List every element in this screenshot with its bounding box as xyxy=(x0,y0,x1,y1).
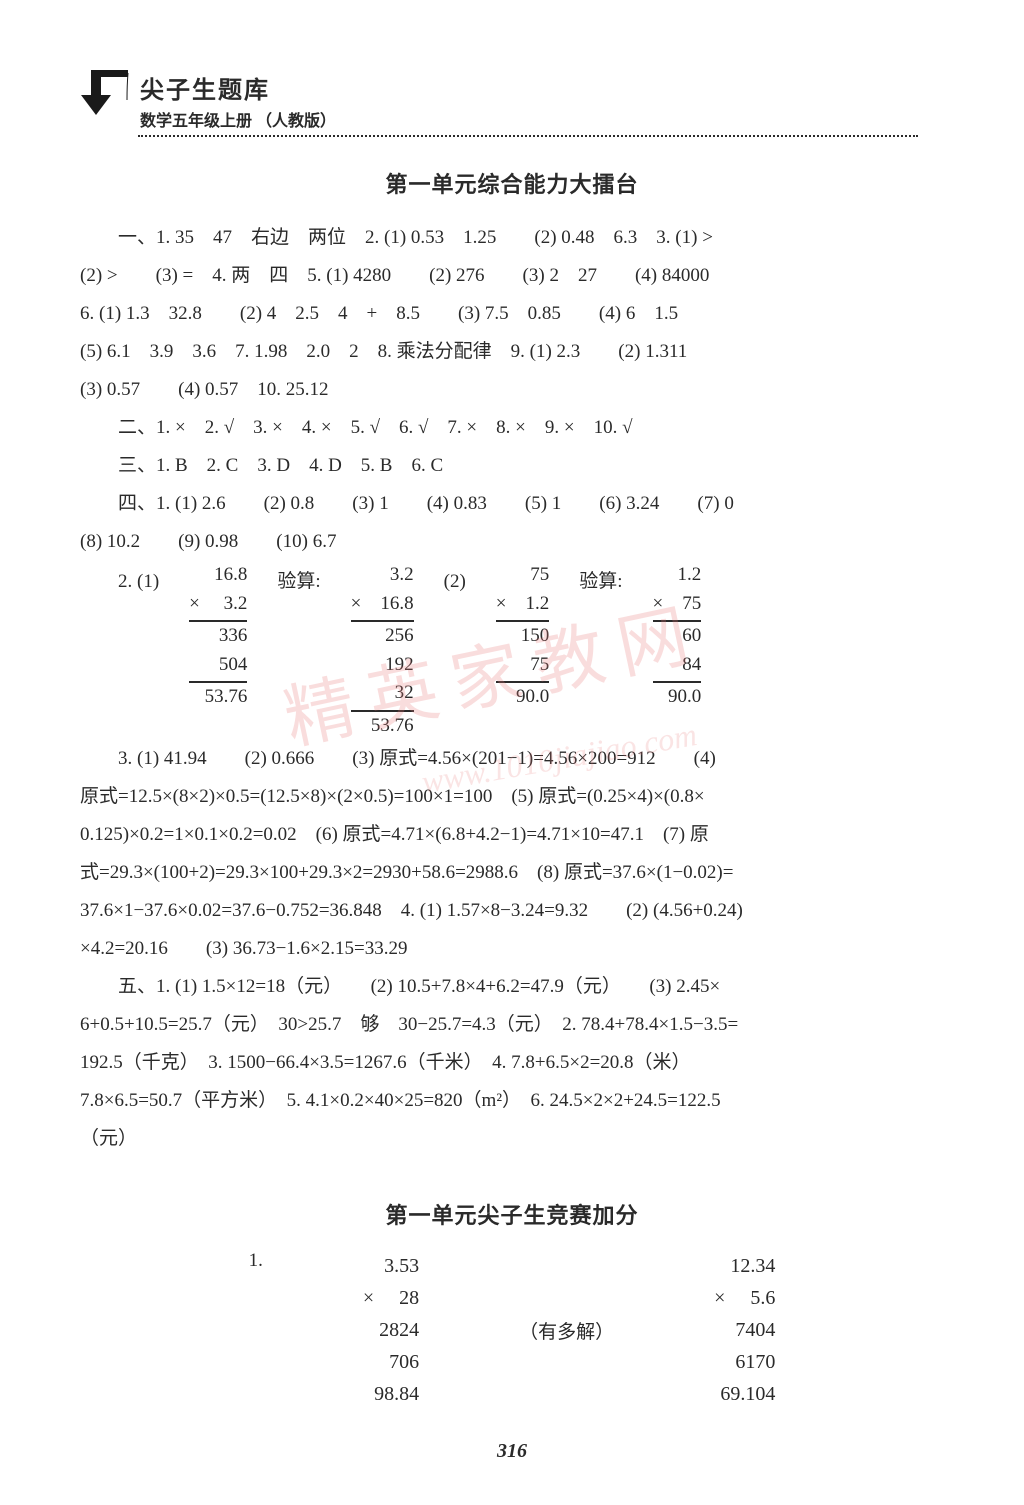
calc-row: × 3.2 xyxy=(189,590,247,623)
verify-label-2: 验算: xyxy=(579,561,622,601)
calc-row: 336 xyxy=(189,622,247,651)
calc-row: 12.34 xyxy=(714,1250,775,1282)
answer-line: (8) 10.2 (9) 0.98 (10) 6.7 xyxy=(80,523,944,561)
calc-row: 150 xyxy=(496,622,549,651)
calc-row: 75 xyxy=(496,561,549,590)
verify-label-1: 验算: xyxy=(277,561,320,601)
calc-row: 256 xyxy=(351,622,414,651)
page-header: 尖子生题库 数学五年级上册 （人教版） xyxy=(80,70,944,137)
section2-title: 第一单元尖子生竞赛加分 xyxy=(80,1198,944,1230)
calculation-s2-1: 3.53 × 28 2824 706 98.84 xyxy=(363,1250,419,1410)
calc-row: 706 xyxy=(363,1346,419,1378)
answer-line: 三、1. B 2. C 3. D 4. D 5. B 6. C xyxy=(80,447,944,485)
calc-row: 16.8 xyxy=(189,561,247,590)
answer-line: 3. (1) 41.94 (2) 0.666 (3) 原式=4.56×(201−… xyxy=(80,740,944,778)
calc-row: 6170 xyxy=(714,1346,775,1378)
calc-row: 84 xyxy=(653,651,702,684)
calc-row: × 75 xyxy=(653,590,702,623)
page-number: 316 xyxy=(80,1440,944,1463)
calc-row: 1.2 xyxy=(653,561,702,590)
calc-row: × 5.6 xyxy=(714,1282,775,1314)
calc-row: 90.0 xyxy=(496,683,549,712)
calc-row: 53.76 xyxy=(351,712,414,741)
calculation-s2-2: 12.34 × 5.6 7404 6170 69.104 xyxy=(714,1250,775,1410)
header-divider xyxy=(138,135,918,137)
calc-row: × 1.2 xyxy=(496,590,549,623)
problem-label: 1. xyxy=(249,1250,263,1272)
answer-line: （元） xyxy=(80,1120,944,1158)
calc-row: × 28 xyxy=(363,1282,419,1314)
answer-line: 192.5（千克） 3. 1500−66.4×3.5=1267.6（千米） 4.… xyxy=(80,1044,944,1082)
calc-row: 98.84 xyxy=(363,1378,419,1410)
answer-line: (3) 0.57 (4) 0.57 10. 25.12 xyxy=(80,371,944,409)
calc-row: 53.76 xyxy=(189,683,247,712)
calculation-2: 75 × 1.2 150 75 90.0 xyxy=(496,561,549,712)
section1-content: 一、1. 35 47 右边 两位 2. (1) 0.53 1.25 (2) 0.… xyxy=(80,219,944,1158)
answer-line: 式=29.3×(100+2)=29.3×100+29.3×2=2930+58.6… xyxy=(80,854,944,892)
book-subtitle: 数学五年级上册 （人教版） xyxy=(140,107,918,131)
answer-line: 二、1. × 2. √ 3. × 4. × 5. √ 6. √ 7. × 8. … xyxy=(80,409,944,447)
calculation-2-verify: 1.2 × 75 60 84 90.0 xyxy=(653,561,702,712)
answer-line: 6+0.5+10.5=25.7（元） 30>25.7 够 30−25.7=4.3… xyxy=(80,1006,944,1044)
calc-row: 75 xyxy=(496,651,549,684)
section1-title: 第一单元综合能力大擂台 xyxy=(80,167,944,199)
answer-line: 原式=12.5×(8×2)×0.5=(12.5×8)×(2×0.5)=100×1… xyxy=(80,778,944,816)
answer-line: 6. (1) 1.3 32.8 (2) 4 2.5 4 + 8.5 (3) 7.… xyxy=(80,295,944,333)
calc-label-1: 2. (1) xyxy=(118,561,159,601)
section2-content: 1. 3.53 × 28 2824 706 98.84 （有多解） 12.34 … xyxy=(80,1250,944,1410)
answer-line: 五、1. (1) 1.5×12=18（元） (2) 10.5+7.8×4+6.2… xyxy=(80,968,944,1006)
calc-row: 90.0 xyxy=(653,683,702,712)
calc-row: 32 xyxy=(351,679,414,712)
answer-line: (2) > (3) = 4. 两 四 5. (1) 4280 (2) 276 (… xyxy=(80,257,944,295)
answer-line: 一、1. 35 47 右边 两位 2. (1) 0.53 1.25 (2) 0.… xyxy=(80,219,944,257)
calc-row: 60 xyxy=(653,622,702,651)
calc-row: 69.104 xyxy=(714,1378,775,1410)
answer-line: (5) 6.1 3.9 3.6 7. 1.98 2.0 2 8. 乘法分配律 9… xyxy=(80,333,944,371)
answer-line: 0.125)×0.2=1×0.1×0.2=0.02 (6) 原式=4.71×(6… xyxy=(80,816,944,854)
calculation-1: 16.8 × 3.2 336 504 53.76 xyxy=(189,561,247,712)
calculation-1-verify: 3.2 × 16.8 256 192 32 53.76 xyxy=(351,561,414,740)
calc-row: 3.53 xyxy=(363,1250,419,1282)
calc-row: 7404 xyxy=(714,1314,775,1346)
arrow-icon xyxy=(80,65,130,120)
hint-text: （有多解） xyxy=(519,1317,614,1344)
calc-row: × 16.8 xyxy=(351,590,414,623)
calc-row: 3.2 xyxy=(351,561,414,590)
calc-row: 2824 xyxy=(363,1314,419,1346)
book-title: 尖子生题库 xyxy=(140,70,918,105)
answer-line: ×4.2=20.16 (3) 36.73−1.6×2.15=33.29 xyxy=(80,930,944,968)
calc-row: 192 xyxy=(351,651,414,680)
calc-label-2: (2) xyxy=(444,561,466,601)
calc-row: 504 xyxy=(189,651,247,684)
answer-line: 37.6×1−37.6×0.02=37.6−0.752=36.848 4. (1… xyxy=(80,892,944,930)
answer-line: 四、1. (1) 2.6 (2) 0.8 (3) 1 (4) 0.83 (5) … xyxy=(80,485,944,523)
answer-line: 7.8×6.5=50.7（平方米） 5. 4.1×0.2×40×25=820（m… xyxy=(80,1082,944,1120)
